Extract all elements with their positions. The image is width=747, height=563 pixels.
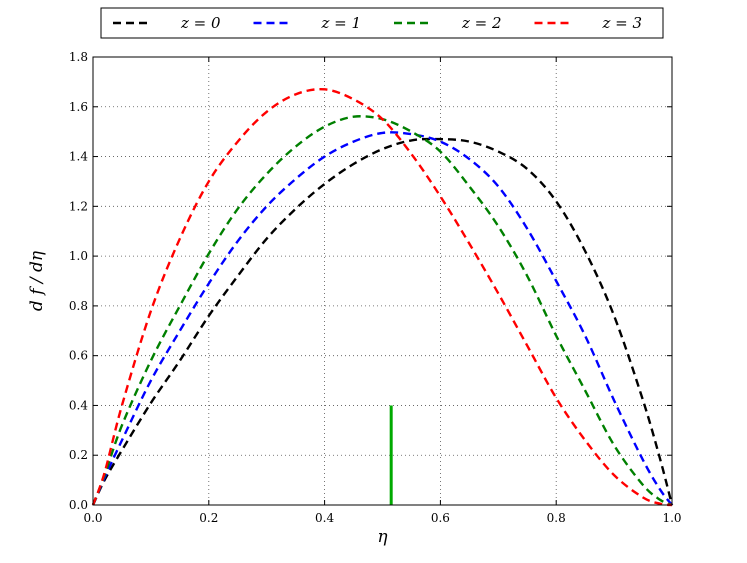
x-tick-label: 0.0: [83, 511, 102, 525]
x-tick-label: 0.6: [431, 511, 450, 525]
series-line-0: [91, 137, 674, 506]
y-tick-label: 0.6: [69, 349, 88, 363]
y-tick-label: 1.2: [69, 199, 88, 213]
legend-label-0: z = 0: [180, 14, 221, 32]
y-tick-label: 1.6: [69, 100, 88, 114]
y-tick-label: 1.4: [69, 150, 88, 164]
y-axis-label: d f / dη: [27, 250, 47, 311]
plot-frame: [92, 56, 673, 506]
legend: z = 0 z = 1 z = 2 z = 3: [100, 7, 664, 39]
y-tick-label: 1.0: [69, 249, 88, 263]
series-line-3: [91, 87, 673, 507]
legend-label-1: z = 1: [321, 14, 362, 32]
series-group: [91, 87, 674, 507]
series-line-2: [91, 115, 673, 507]
x-tick-label: 1.0: [662, 511, 681, 525]
x-tick-label: 0.2: [199, 511, 218, 525]
x-axis-label: η: [377, 527, 388, 547]
grid: [92, 56, 673, 506]
tick-labels: 0.0 0.2 0.4 0.6 0.8 1.0 0.0 0.2 0.4 0.6 0.8 1.0 1.2 1…: [69, 50, 682, 525]
x-tick-label: 0.4: [315, 511, 334, 525]
y-tick-label: 0.8: [69, 299, 88, 313]
y-tick-label: 0.0: [69, 498, 88, 512]
series-line-1: [91, 131, 673, 506]
y-tick-label: 0.2: [69, 448, 88, 462]
x-tick-label: 0.8: [547, 511, 566, 525]
legend-label-3: z = 3: [602, 14, 643, 32]
legend-box: [100, 7, 664, 39]
y-tick-label: 0.4: [69, 398, 88, 412]
y-tick-label: 1.8: [69, 50, 88, 64]
ticks: [92, 56, 673, 506]
legend-label-2: z = 2: [461, 14, 502, 32]
